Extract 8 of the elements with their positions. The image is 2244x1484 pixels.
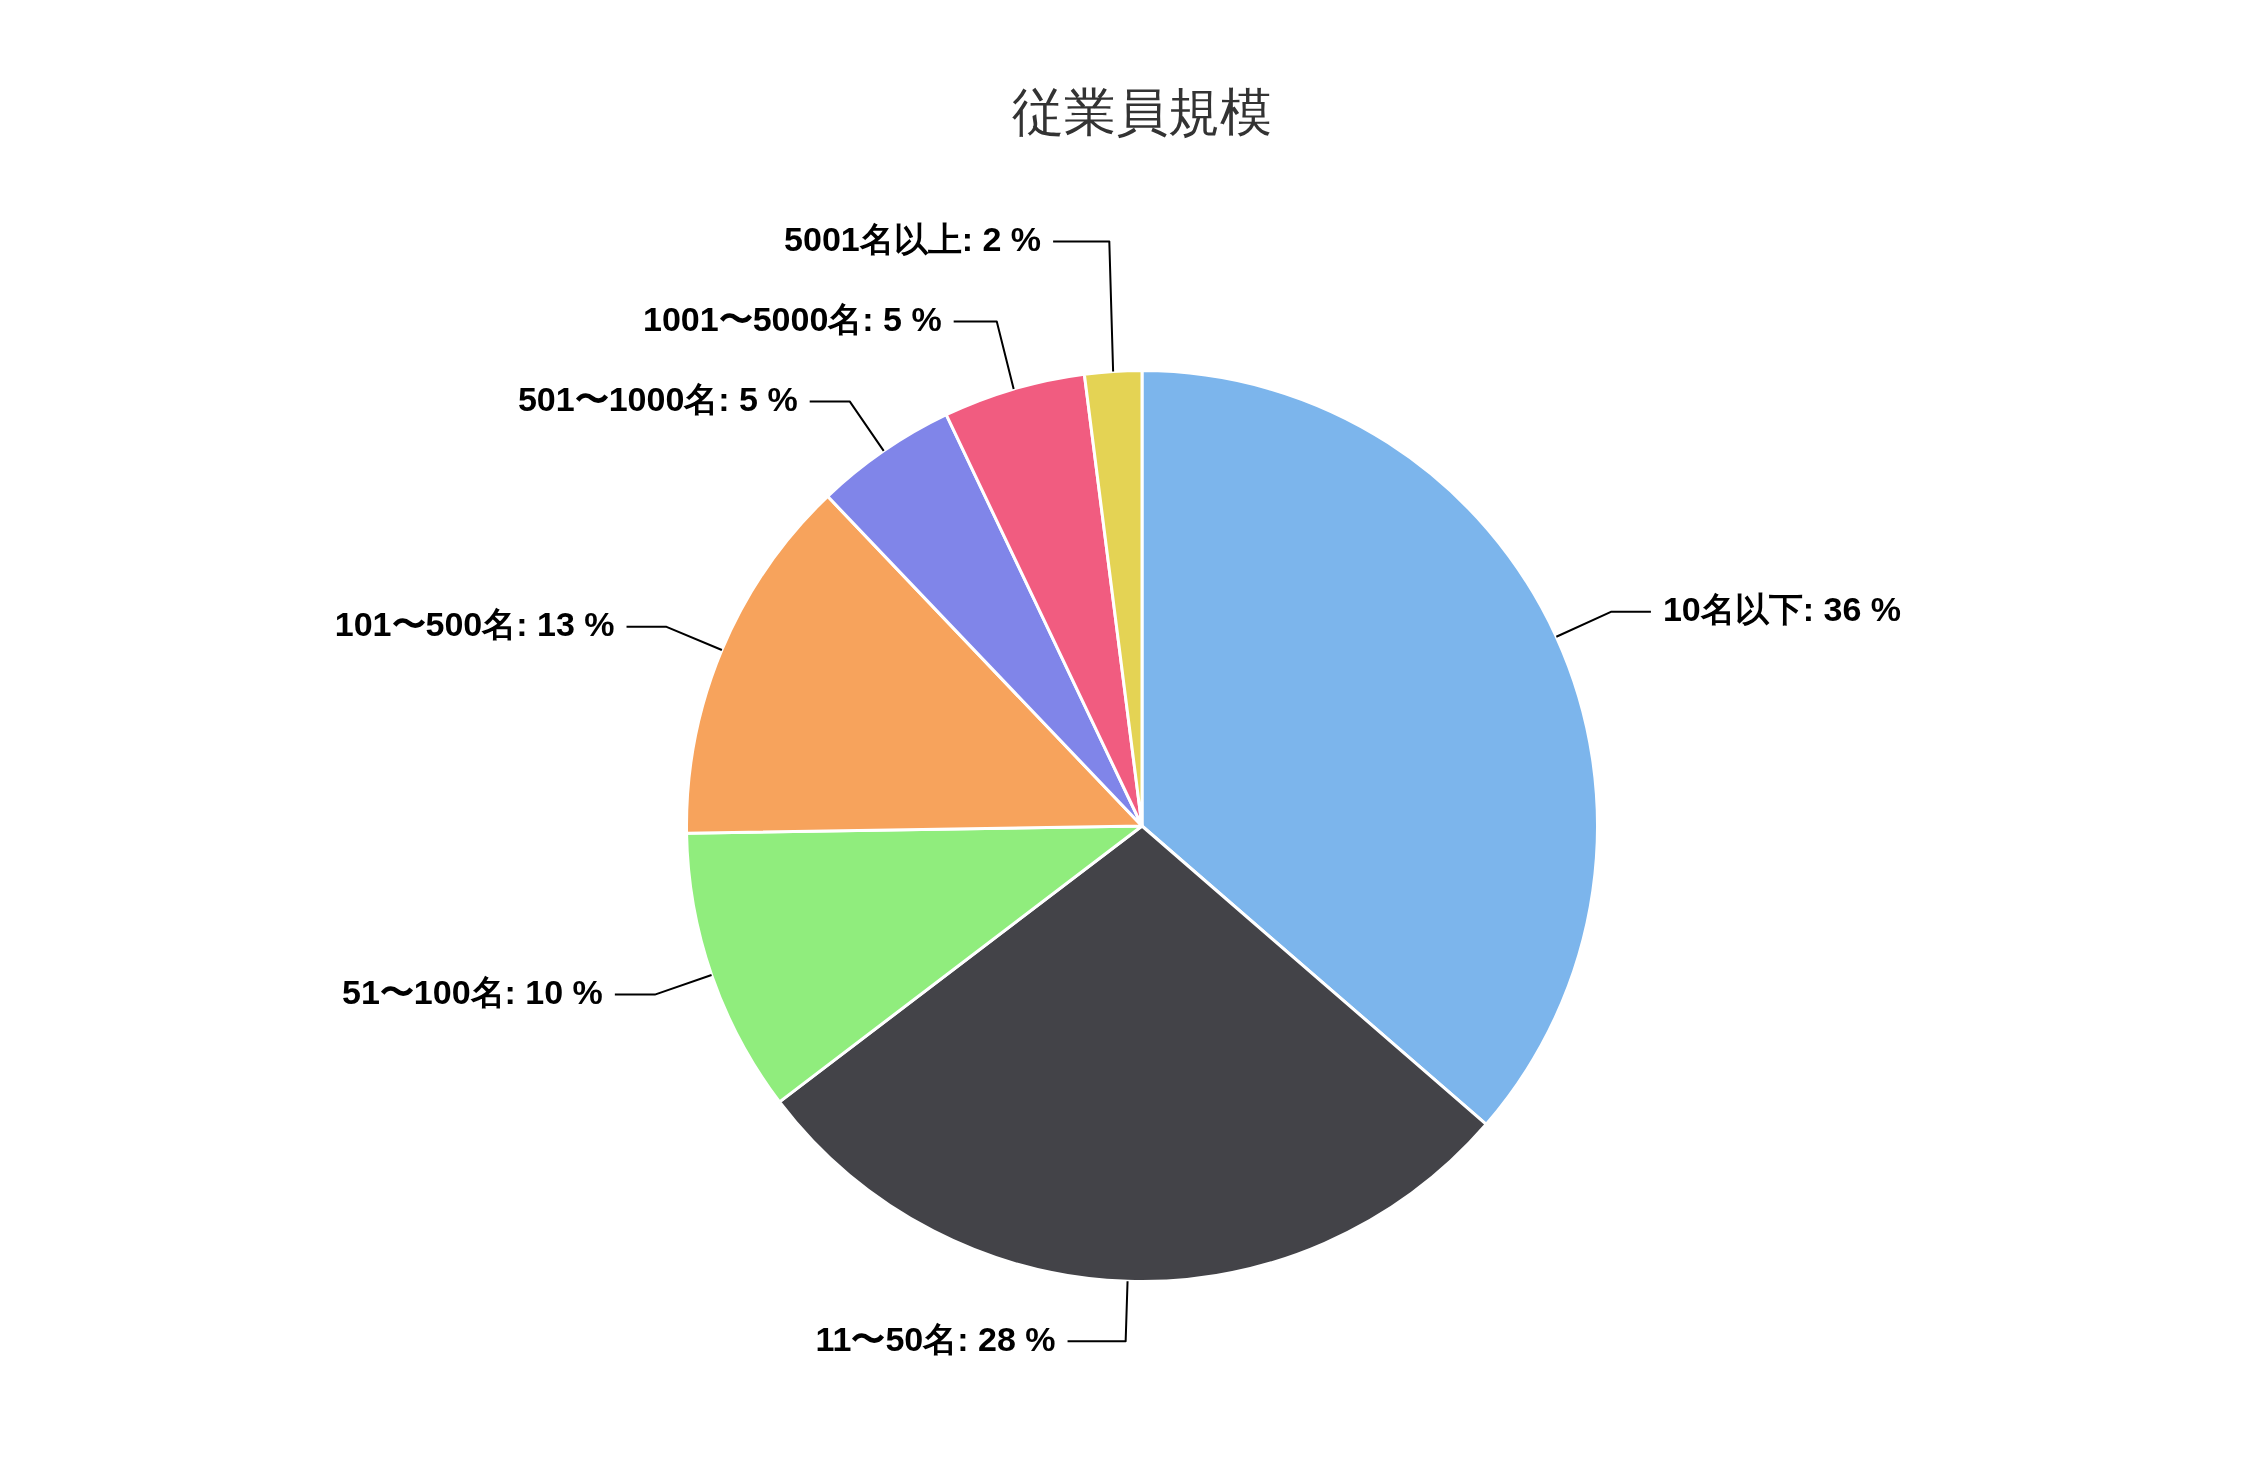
slice-label: 5001名以上: 2 % bbox=[784, 219, 1042, 258]
slice-label: 101〜500名: 13 % bbox=[334, 605, 615, 644]
slice-label: 51〜100名: 10 % bbox=[342, 972, 603, 1011]
slice-label: 501〜1000名: 5 % bbox=[517, 379, 798, 418]
slice-label: 11〜50名: 28 % bbox=[815, 1319, 1056, 1358]
chart-title: 従業員規模 bbox=[1012, 81, 1272, 142]
slice-label: 1001〜5000名: 5 % bbox=[643, 299, 942, 338]
slice-label: 10名以下: 36 % bbox=[1662, 590, 1902, 629]
